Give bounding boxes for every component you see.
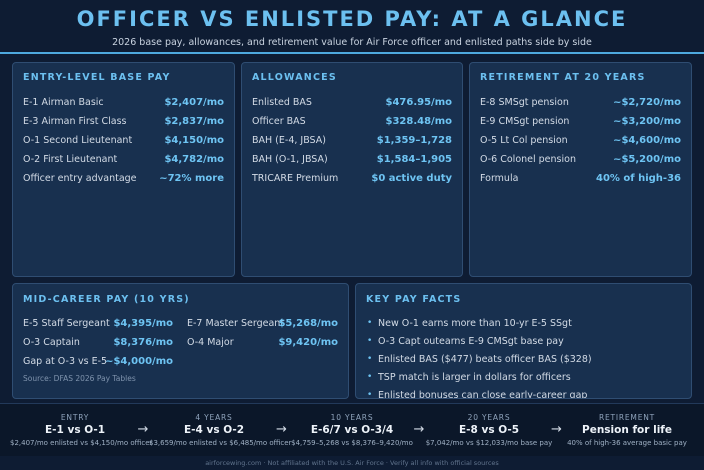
- fact-item: TSP match is larger in dollars for offic…: [378, 372, 571, 383]
- stage-detail: $7,042/mo vs $12,033/mo base pay: [425, 439, 553, 447]
- timeline-strip: [0, 403, 704, 456]
- arrow: →: [276, 422, 287, 437]
- stage-title: Pension for life: [582, 424, 672, 436]
- row-value: ~$5,200/mo: [613, 154, 681, 165]
- stage-label: 20 YEARS: [467, 413, 511, 422]
- timeline-stage: 4 YEARS E-4 vs O-2 $3,659/mo enlisted vs $…: [149, 413, 292, 447]
- row-label: O-1 Second Lieutenant: [23, 135, 133, 146]
- bullet-dot: •: [367, 336, 373, 346]
- bullet-dot: •: [367, 390, 373, 399]
- footer: airforcewing.com · Not affiliated with t…: [205, 459, 499, 467]
- stage-label: 10 YEARS: [330, 413, 374, 422]
- panel-title: MID-CAREER PAY (10 YRS): [23, 294, 190, 305]
- source-note: Source: DFAS 2026 Pay Tables: [23, 374, 136, 383]
- stage-detail: $3,659/mo enlisted vs $6,485/mo officer: [149, 439, 292, 447]
- row-label: BAH (O-1, JBSA): [252, 154, 328, 165]
- row-label: Gap at O-3 vs E-5: [23, 356, 108, 367]
- row-label: TRICARE Premium: [252, 173, 339, 184]
- stage-title: E-4 vs O-2: [183, 424, 245, 436]
- row-value: $476.95/mo: [385, 97, 453, 108]
- stage-title: E-6/7 vs O-3/4: [310, 424, 394, 436]
- subtitle: 2026 base pay, allowances, and retiremen…: [112, 37, 592, 48]
- panel: ALLOWANCES Enlisted BAS $476.95/mo Officer …: [241, 62, 463, 277]
- bullet-dot: •: [367, 372, 373, 382]
- row-label: E-1 Airman Basic: [23, 97, 104, 108]
- timeline-stage: 10 YEARS E-6/7 vs O-3/4 $4,759–5,268 vs $8…: [287, 413, 417, 447]
- row-value: $5,268/mo: [278, 318, 338, 329]
- row-label: E-3 Airman First Class: [23, 116, 127, 127]
- fact-item: New O-1 earns more than 10-yr E-5 SSgt: [378, 318, 572, 329]
- row-label: BAH (E-4, JBSA): [252, 135, 326, 146]
- row-value: $328.48/mo: [385, 116, 453, 127]
- panel: RETIREMENT AT 20 YEARS E-8 SMSgt pension ~…: [469, 62, 692, 277]
- row-value: $2,407/mo: [164, 97, 224, 108]
- panel-title: ENTRY-LEVEL BASE PAY: [23, 72, 171, 83]
- timeline-stage: ENTRY E-1 vs O-1 $2,407/mo enlisted vs $4,…: [10, 413, 153, 447]
- row-value: $4,782/mo: [164, 154, 224, 165]
- fact-item: O-3 Capt outearns E-9 CMSgt base pay: [378, 336, 564, 347]
- stage-detail: 40% of high-36 average basic pay: [567, 439, 687, 447]
- title: OFFICER VS ENLISTED PAY: AT A GLANCE: [76, 7, 628, 31]
- timeline-stage: 20 YEARS E-8 vs O-5 $7,042/mo vs $12,033/m…: [424, 413, 554, 447]
- row-label: E-7 Master Sergeant: [187, 318, 285, 329]
- row-value: $0 active duty: [371, 173, 452, 184]
- bullet-dot: •: [367, 354, 373, 364]
- row-label: O-2 First Lieutenant: [23, 154, 118, 165]
- row-label: E-9 CMSgt pension: [480, 116, 570, 127]
- row-label: O-3 Captain: [23, 337, 80, 348]
- divider: [0, 52, 704, 54]
- row-label: E-5 Staff Sergeant: [23, 318, 110, 329]
- arrow: →: [137, 422, 149, 437]
- panel-title: ALLOWANCES: [252, 72, 337, 83]
- stage-title: E-1 vs O-1: [44, 424, 106, 436]
- row-label: O-4 Major: [187, 337, 234, 348]
- row-label: E-8 SMSgt pension: [480, 97, 569, 108]
- row-value: $2,837/mo: [164, 116, 224, 127]
- panel-title: RETIREMENT AT 20 YEARS: [480, 72, 646, 83]
- row-label: Formula: [480, 173, 519, 184]
- panel: KEY PAY FACTS • New O-1 earns more than 10…: [355, 283, 692, 399]
- bullet-dot: •: [367, 318, 373, 328]
- row-label: Officer BAS: [252, 116, 306, 127]
- fact-item: Enlisted BAS ($477) beats officer BAS ($…: [378, 354, 592, 365]
- row-value: $9,420/mo: [278, 337, 338, 348]
- timeline-stage: RETIREMENT Pension for life 40% of high-36…: [562, 413, 692, 447]
- row-value: $4,395/mo: [113, 318, 173, 329]
- panel-title: KEY PAY FACTS: [366, 294, 462, 305]
- stage-label: RETIREMENT: [598, 413, 656, 422]
- row-value: 40% of high-36: [595, 173, 681, 184]
- row-value: $4,150/mo: [164, 135, 224, 146]
- stage-detail: $2,407/mo enlisted vs $4,150/mo officer: [10, 439, 153, 447]
- fact-item: Enlisted bonuses can close early-career …: [378, 390, 588, 399]
- row-value: ~$2,720/mo: [613, 97, 681, 108]
- row-label: Officer entry advantage: [23, 173, 137, 184]
- stage-detail: $4,759–5,268 vs $8,376–9,420/mo: [291, 439, 413, 447]
- row-value: $1,584–1,905: [376, 154, 452, 165]
- row-label: O-5 Lt Col pension: [480, 135, 568, 146]
- row-value: $1,359–1,728: [376, 135, 452, 146]
- arrow: →: [413, 422, 425, 437]
- row-label: Enlisted BAS: [252, 97, 312, 108]
- arrow: →: [551, 422, 562, 437]
- panel: MID-CAREER PAY (10 YRS) E-5 Staff Sergean…: [12, 283, 349, 399]
- row-label: O-6 Colonel pension: [480, 154, 576, 165]
- stage-title: E-8 vs O-5: [458, 424, 520, 436]
- row-value: ~72% more: [159, 173, 224, 184]
- stage-label: 4 YEARS: [195, 413, 233, 422]
- panel: ENTRY-LEVEL BASE PAY E-1 Airman Basic $2,4…: [12, 62, 235, 277]
- row-value: ~$4,600/mo: [613, 135, 681, 146]
- row-value: $8,376/mo: [113, 337, 173, 348]
- row-value: ~$4,000/mo: [105, 356, 173, 367]
- row-value: ~$3,200/mo: [613, 116, 681, 127]
- stage-label: ENTRY: [60, 413, 90, 422]
